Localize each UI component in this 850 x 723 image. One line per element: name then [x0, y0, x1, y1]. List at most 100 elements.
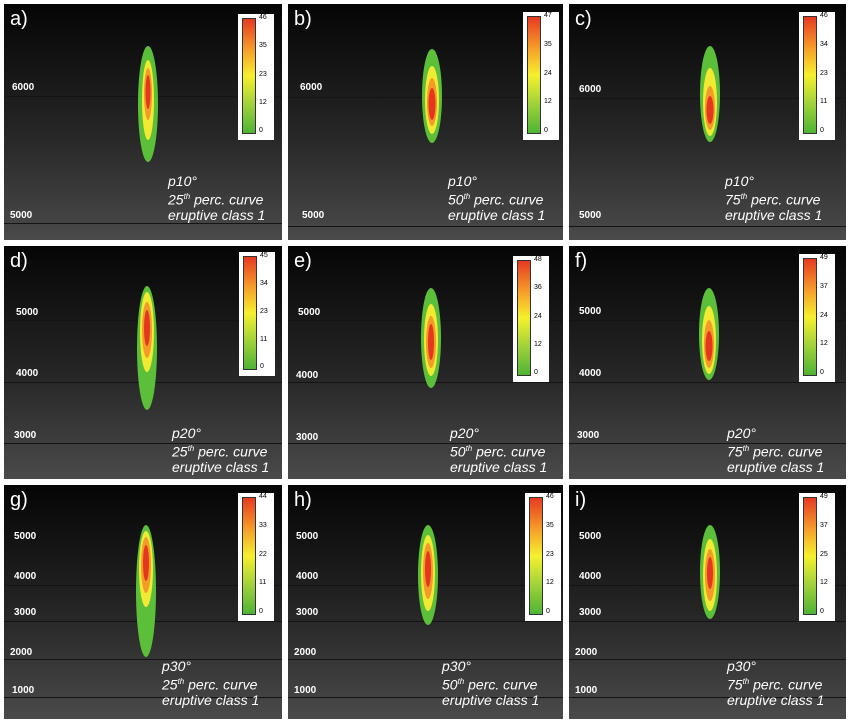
- colorbar-tick: 0: [534, 369, 538, 376]
- caption-curve: 50th perc. curve: [448, 191, 544, 208]
- caption-percentile: 75: [725, 191, 741, 208]
- colorbar: 46 35 23 12 0: [525, 493, 561, 621]
- colorbar: 45 34 23 11 0: [239, 252, 275, 376]
- panel-d: d) 5000 4000 3000 45 34 23 11 0 p20° 25t…: [4, 246, 282, 479]
- panel-b: b) 6000 5000 47 35 24 12 0 p10° 50th per…: [288, 4, 563, 240]
- altitude-tick: 5000: [296, 531, 319, 542]
- altitude-tick: 5000: [579, 531, 602, 542]
- colorbar-tick: 47: [544, 12, 552, 19]
- altitude-tick: 2000: [10, 647, 33, 658]
- colorbar-tick: 37: [820, 522, 828, 529]
- panel-label: i): [575, 489, 587, 511]
- plume-contour: [419, 286, 443, 390]
- caption-percentile: 75: [727, 443, 743, 460]
- caption-percentile: 25: [162, 676, 178, 693]
- colorbar-tick: 35: [544, 41, 552, 48]
- altitude-tick: 5000: [14, 531, 37, 542]
- plume-contour: [416, 523, 440, 627]
- altitude-gridline: [4, 443, 282, 444]
- altitude-tick: 3000: [579, 607, 602, 618]
- colorbar-tick: 23: [259, 71, 267, 78]
- caption-curve: 50th perc. curve: [442, 676, 538, 693]
- colorbar-tick: 34: [820, 41, 828, 48]
- altitude-gridline: [4, 659, 282, 660]
- panel-label: c): [575, 8, 592, 30]
- colorbar-tick: 24: [820, 312, 828, 319]
- panel-caption: p10° 75th perc. curve eruptive class 1: [725, 174, 822, 223]
- colorbar-tick: 0: [820, 369, 824, 376]
- panel-f: f) 5000 4000 3000 49 37 24 12 0 p20° 75t…: [569, 246, 846, 479]
- colorbar-tick: 36: [534, 284, 542, 291]
- altitude-tick: 5000: [302, 210, 325, 221]
- colorbar-tick: 12: [534, 341, 542, 348]
- altitude-tick: 4000: [579, 571, 602, 582]
- colorbar: 46 35 23 12 0: [238, 14, 274, 140]
- altitude-tick: 3000: [296, 607, 319, 618]
- panel-caption: p20° 50th perc. curve eruptive class 1: [450, 426, 547, 475]
- altitude-tick: 4000: [579, 368, 602, 379]
- caption-angle: p30°: [727, 658, 756, 674]
- colorbar-tick: 35: [259, 42, 267, 49]
- colorbar-gradient: [529, 497, 543, 615]
- colorbar-tick: 12: [544, 98, 552, 105]
- caption-curve: 75th perc. curve: [727, 676, 823, 693]
- colorbar-tick: 23: [546, 551, 554, 558]
- colorbar-gradient: [803, 16, 817, 134]
- plume-contour: [136, 44, 160, 164]
- colorbar-tick: 11: [260, 336, 268, 343]
- colorbar-gradient: [243, 256, 257, 370]
- caption-angle: p30°: [162, 658, 191, 674]
- colorbar-tick: 11: [820, 98, 828, 105]
- altitude-gridline: [569, 443, 846, 444]
- panel-label: a): [10, 8, 28, 30]
- colorbar: 47 35 24 12 0: [523, 12, 559, 140]
- altitude-tick: 6000: [300, 82, 323, 93]
- colorbar: 44 33 22 11 0: [238, 493, 274, 621]
- altitude-tick: 5000: [16, 307, 39, 318]
- colorbar-tick: 33: [259, 522, 267, 529]
- panel-caption: p10° 50th perc. curve eruptive class 1: [448, 174, 545, 223]
- colorbar-tick: 0: [820, 608, 824, 615]
- colorbar-tick: 49: [820, 493, 828, 500]
- caption-percentile: 75: [727, 676, 743, 693]
- caption-angle: p10°: [168, 173, 197, 189]
- plume-contour: [420, 44, 444, 144]
- colorbar-gradient: [517, 260, 531, 376]
- colorbar-tick: 46: [259, 14, 267, 21]
- colorbar: 49 37 25 12 0: [799, 493, 835, 621]
- colorbar-tick: 46: [546, 493, 554, 500]
- altitude-gridline: [569, 697, 846, 698]
- colorbar-tick: 35: [546, 522, 554, 529]
- altitude-tick: 4000: [296, 571, 319, 582]
- caption-angle: p20°: [450, 425, 479, 441]
- altitude-tick: 3000: [14, 607, 37, 618]
- altitude-tick: 2000: [575, 647, 598, 658]
- colorbar-tick: 23: [820, 70, 828, 77]
- caption-curve: 25th perc. curve: [172, 443, 268, 460]
- colorbar-tick: 0: [546, 608, 550, 615]
- panel-h: h) 5000 4000 3000 2000 1000 46 35 23 12 …: [288, 485, 563, 719]
- panel-c: c) 6000 5000 46 34 23 11 0 p10° 75th per…: [569, 4, 846, 240]
- colorbar: 46 34 23 11 0: [799, 12, 835, 140]
- altitude-tick: 2000: [294, 647, 317, 658]
- altitude-tick: 5000: [579, 210, 602, 221]
- colorbar: 49 37 24 12 0: [799, 254, 835, 382]
- plume-contour: [698, 44, 722, 144]
- panel-a: a) 6000 5000 46 35 23 12 0 p10° 25th per…: [4, 4, 282, 240]
- caption-curve: 25th perc. curve: [162, 676, 258, 693]
- altitude-gridline: [288, 443, 563, 444]
- altitude-gridline: [569, 621, 846, 622]
- caption-percentile: 50: [448, 191, 464, 208]
- colorbar-gradient: [803, 497, 817, 615]
- altitude-tick: 3000: [14, 430, 37, 441]
- colorbar-tick: 24: [544, 70, 552, 77]
- panel-caption: p30° 50th perc. curve eruptive class 1: [442, 659, 539, 708]
- colorbar-tick: 12: [546, 579, 554, 586]
- colorbar-gradient: [242, 18, 256, 134]
- altitude-tick: 3000: [296, 432, 319, 443]
- caption-class: eruptive class 1: [725, 206, 823, 223]
- caption-percentile: 25: [168, 191, 184, 208]
- panel-caption: p30° 25th perc. curve eruptive class 1: [162, 659, 259, 708]
- panel-label: d): [10, 250, 28, 272]
- colorbar-tick: 44: [259, 493, 267, 500]
